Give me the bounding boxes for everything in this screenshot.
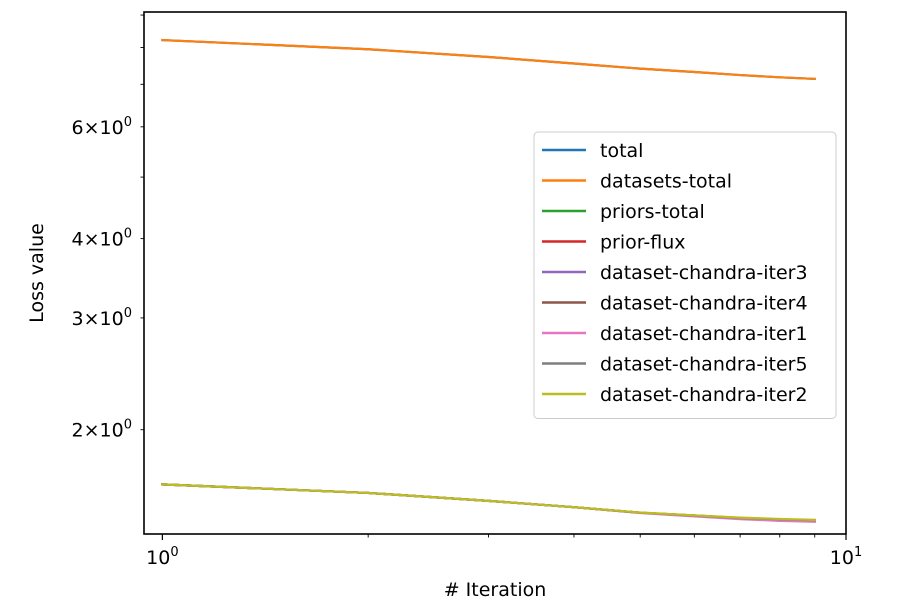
series-line-dataset-chandra-iter2 <box>161 483 816 522</box>
legend-label-datasets-total: datasets-total <box>600 171 732 193</box>
series-line-datasets-total <box>161 38 816 81</box>
plot-frame <box>143 11 847 535</box>
legend-label-prior-flux: prior-flux <box>600 232 685 254</box>
y-tick-label: 6×100 <box>72 115 132 139</box>
x-tick-label: 100 <box>146 545 178 569</box>
legend-box <box>533 131 837 419</box>
legend-label-dataset-chandra-iter2: dataset-chandra-iter2 <box>600 384 808 406</box>
legend-label-priors-total: priors-total <box>600 201 705 223</box>
series-layer <box>161 38 816 523</box>
legend-label-total: total <box>600 140 643 162</box>
legend-label-dataset-chandra-iter3: dataset-chandra-iter3 <box>600 262 808 284</box>
legend-label-dataset-chandra-iter5: dataset-chandra-iter5 <box>600 354 808 376</box>
y-axis-label: Loss value <box>26 223 48 323</box>
x-axis-label: # Iteration <box>444 579 547 600</box>
x-tick-label: 101 <box>830 545 862 569</box>
legend-label-dataset-chandra-iter4: dataset-chandra-iter4 <box>600 293 808 315</box>
legend: total datasets-total priors-total prior-flu… <box>533 131 837 419</box>
legend-label-dataset-chandra-iter1: dataset-chandra-iter1 <box>600 323 808 345</box>
ticks-layer: 100 101 2×100 3×100 4×100 6×100 <box>72 14 862 569</box>
y-tick-label: 4×100 <box>72 227 132 251</box>
y-tick-label: 2×100 <box>72 418 132 442</box>
y-tick-label: 3×100 <box>72 306 132 330</box>
